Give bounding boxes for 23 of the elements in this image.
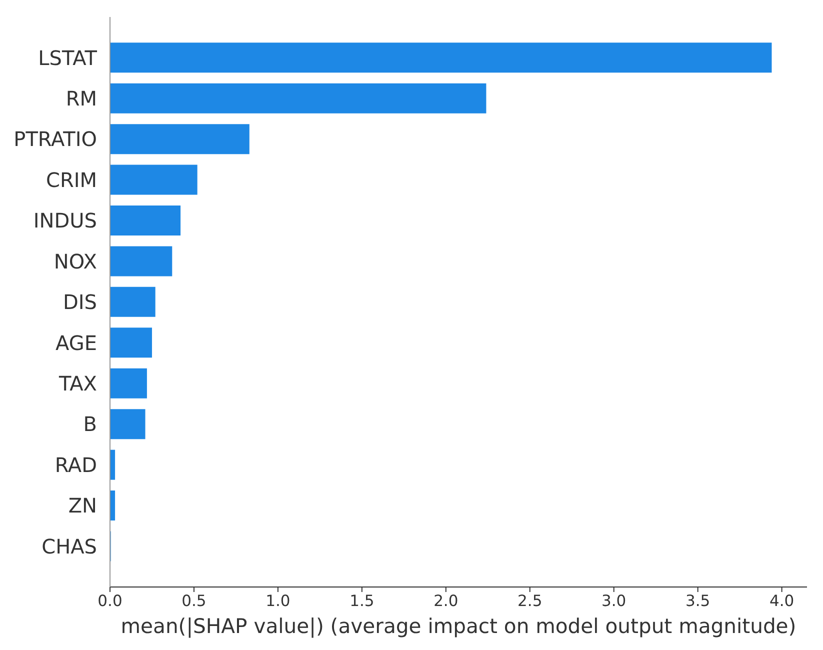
x-tick-label: 0.0: [98, 592, 122, 610]
y-tick-label: TAX: [58, 372, 98, 396]
y-tick-label: RM: [66, 86, 97, 111]
y-tick-label: PTRATIO: [14, 127, 97, 152]
x-axis-title: mean(|SHAP value|) (average impact on model output magnitude): [120, 614, 796, 638]
x-tick-label: 0.5: [182, 592, 206, 610]
x-tick-label: 3.5: [686, 592, 710, 610]
x-tick-label: 2.5: [518, 592, 542, 610]
x-tick-label: 1.0: [266, 592, 290, 610]
y-tick-label: LSTAT: [38, 46, 98, 70]
y-tick-label: DIS: [63, 290, 97, 314]
y-tick-label: INDUS: [33, 208, 97, 233]
x-tick-label: 4.0: [769, 592, 794, 610]
y-tick-label: NOX: [54, 249, 98, 274]
x-tick-label: 2.0: [434, 592, 458, 610]
x-tick-label: 3.0: [602, 592, 626, 610]
y-tick-label: CHAS: [42, 534, 97, 558]
y-tick-label: B: [83, 412, 97, 436]
y-tick-label: AGE: [56, 330, 97, 355]
y-tick-label: RAD: [54, 452, 97, 477]
y-tick-label: ZN: [68, 494, 97, 518]
x-tick-label: 1.5: [350, 592, 374, 610]
y-tick-label: CRIM: [46, 168, 97, 192]
